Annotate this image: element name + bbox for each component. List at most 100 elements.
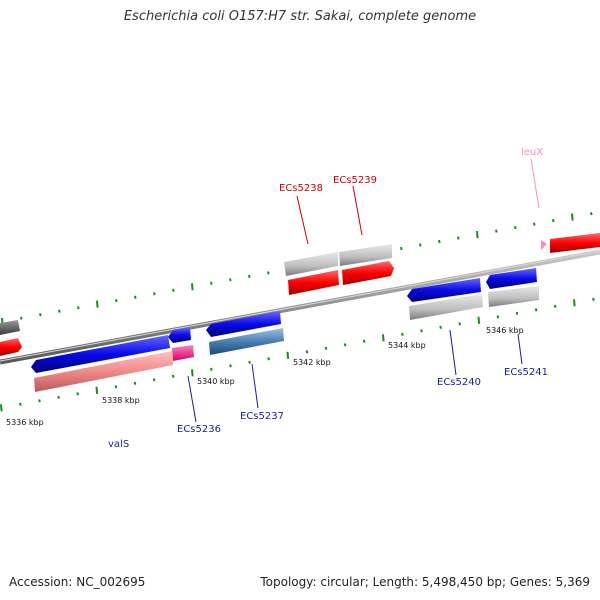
topology-info-text: Topology: circular; Length: 5,498,450 bp… [260, 575, 590, 589]
scale-tick-minor [229, 364, 232, 368]
scale-tick-minor [115, 299, 118, 303]
scale-tick-minor [458, 322, 461, 326]
scale-label: 5346 kbp [486, 326, 524, 335]
scale-tick-minor [420, 329, 423, 333]
leader-ecs5239 [352, 185, 363, 236]
scale-tick-minor [439, 325, 442, 329]
gene-bar-grey-ecs5240 [409, 294, 483, 320]
scale-tick-minor [38, 399, 41, 403]
gene-label: leuX [521, 147, 543, 158]
gene-arrow-red-left [0, 338, 22, 356]
scale-tick-minor [172, 288, 175, 292]
scale-tick-minor [515, 311, 519, 315]
gene-label: valS [108, 439, 129, 450]
gene-label: ECs5239 [333, 175, 377, 186]
gene-label: ECs5241 [504, 367, 548, 378]
scale-tick-minor [362, 339, 366, 343]
scale-label: 5338 kbp [102, 396, 140, 405]
scale-label: 5344 kbp [388, 341, 426, 350]
scale-tick-minor [324, 346, 328, 350]
scale-tick-minor [495, 229, 498, 233]
scale-tick-minor [134, 295, 137, 299]
gene-bar-steel-ecs5237 [209, 328, 284, 355]
gene-labels: ECs5238 ECs5239 leuX ECs5240 ECs5241 ECs… [108, 147, 548, 450]
gene-arrow-blue-ecs5240 [407, 278, 481, 302]
scale-ticks-lower [0, 297, 595, 412]
gene-bar-grey-ecs5239 [339, 244, 392, 266]
gene-bar-grey-ecs5241 [488, 286, 539, 307]
scale-tick-minor [19, 402, 22, 406]
scale-tick-minor [229, 278, 232, 282]
scale-tick-minor [305, 350, 309, 354]
scale-tick-minor [152, 378, 156, 382]
scale-tick-major [0, 404, 3, 412]
scale-tick-minor [267, 357, 270, 361]
scale-label: 5336 kbp [6, 418, 44, 427]
scale-tick-major [382, 334, 385, 342]
leader-leux [530, 158, 540, 209]
genome-backbone [0, 249, 600, 365]
scale-tick-minor [590, 212, 593, 216]
scale-tick-minor [58, 309, 61, 313]
genome-title: Escherichia coli O157:H7 str. Sakai, com… [123, 9, 477, 24]
gene-arrow-dark-grey-left [0, 320, 20, 335]
scale-tick-minor [171, 374, 175, 378]
scale-tick-minor [248, 274, 251, 279]
scale-tick-minor [419, 243, 422, 247]
gene-arrow-red-ecs5238 [288, 270, 339, 295]
scale-tick-minor [133, 381, 137, 385]
gene-arrow-blue-ecs5236 [168, 327, 191, 343]
scale-tick-minor [400, 246, 403, 251]
scale-tick-minor [248, 360, 251, 364]
scale-tick-minor [552, 218, 555, 223]
scale-label: 5340 kbp [197, 377, 235, 386]
gene-label: ECs5237 [240, 411, 284, 422]
scale-tick-minor [77, 306, 80, 310]
forward-strand-features [0, 233, 600, 356]
accession-text: Accession: NC_002695 [9, 575, 146, 589]
scale-tick-minor [496, 315, 500, 319]
scale-tick-major [191, 369, 194, 377]
label-leader-lines [187, 158, 540, 423]
gene-label: ECs5238 [279, 183, 323, 194]
scale-tick-minor [39, 313, 42, 317]
leader-ecs5236 [187, 375, 197, 423]
scale-tick-major [96, 300, 99, 308]
gene-bar-pink-vals [34, 351, 173, 392]
scale-tick-minor [210, 367, 213, 371]
gene-label: ECs5240 [437, 377, 481, 388]
gene-arrow-blue-ecs5241 [486, 268, 537, 289]
scale-tick-minor [114, 385, 118, 389]
scale-tick-minor [153, 292, 156, 296]
scale-tick-major [191, 283, 194, 291]
leader-ecs5240 [449, 329, 457, 376]
scale-tick-minor [592, 297, 595, 301]
scale-tick-minor [343, 343, 347, 347]
scale-tick-major [571, 213, 574, 221]
scale-tick-minor [267, 271, 270, 275]
scale-tick-minor [553, 304, 557, 308]
scale-tick-major [286, 351, 290, 359]
scale-labels: 5336 kbp 5338 kbp 5340 kbp 5342 kbp 5344… [6, 326, 524, 427]
scale-tick-minor [533, 222, 536, 226]
scale-tick-minor [514, 225, 517, 230]
scale-tick-minor [57, 395, 60, 399]
gene-arrow-blue-vals [31, 335, 170, 373]
scale-tick-minor [76, 392, 79, 396]
scale-tick-minor [438, 239, 441, 244]
leader-ecs5238 [296, 195, 309, 245]
scale-tick-major [476, 231, 479, 239]
gene-arrow-red-right-edge [550, 233, 600, 253]
scale-label: 5342 kbp [293, 358, 331, 367]
scale-tick-minor [210, 281, 213, 285]
scale-tick-major [95, 386, 99, 394]
gene-arrow-pink-leux [541, 240, 547, 250]
leader-ecs5237 [251, 363, 259, 409]
scale-tick-minor [401, 332, 404, 336]
scale-tick-minor [457, 236, 460, 240]
scale-tick-major [573, 299, 576, 307]
gene-label: ECs5236 [177, 424, 221, 435]
scale-tick-minor [534, 308, 538, 312]
genome-backbone-highlight [0, 250, 600, 362]
